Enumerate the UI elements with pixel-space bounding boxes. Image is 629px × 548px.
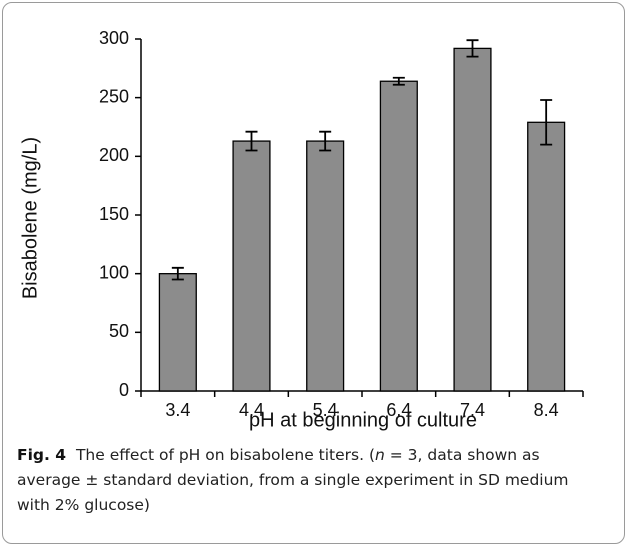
bar: [527, 121, 566, 392]
x-tick-label: 4.4: [239, 400, 264, 420]
y-tick-label: 150: [99, 204, 129, 224]
y-tick-label: 300: [99, 28, 129, 48]
error-bar: [466, 39, 479, 58]
error-bar: [540, 99, 553, 146]
x-tick-label: 5.4: [313, 400, 338, 420]
y-axis-label: Bisabolene (mg/L): [19, 137, 41, 299]
x-tick-label: 7.4: [460, 400, 485, 420]
error-bar: [171, 266, 184, 281]
y-tick-label: 250: [99, 86, 129, 106]
x-tick-label: 8.4: [534, 400, 559, 420]
y-tick-label: 0: [119, 380, 129, 400]
y-tick-label: 50: [109, 321, 129, 341]
caption-text: n: [375, 446, 385, 464]
y-tick-label: 100: [99, 262, 129, 282]
caption-label: Fig. 4: [17, 446, 67, 464]
bar: [379, 80, 418, 392]
x-axis-label: pH at beginning of culture: [249, 409, 477, 431]
x-tick-label: 3.4: [165, 400, 190, 420]
bar: [232, 140, 271, 392]
error-bar: [245, 130, 258, 152]
bar: [158, 273, 197, 392]
bar: [453, 47, 492, 392]
y-tick-label: 200: [99, 145, 129, 165]
chart: Bisabolene (mg/L) pH at beginning of cul…: [19, 28, 584, 431]
bar: [306, 140, 345, 392]
error-bar: [392, 76, 405, 86]
error-bar: [319, 130, 332, 152]
caption-text: = 3, data shown as average ± standard de…: [17, 446, 569, 514]
figure: Bisabolene (mg/L) pH at beginning of cul…: [2, 2, 625, 544]
x-tick-label: 6.4: [386, 400, 411, 420]
caption: Fig. 4 The effect of pH on bisabolene ti…: [17, 443, 577, 518]
caption-text: The effect of pH on bisabolene titers. (: [75, 446, 376, 464]
